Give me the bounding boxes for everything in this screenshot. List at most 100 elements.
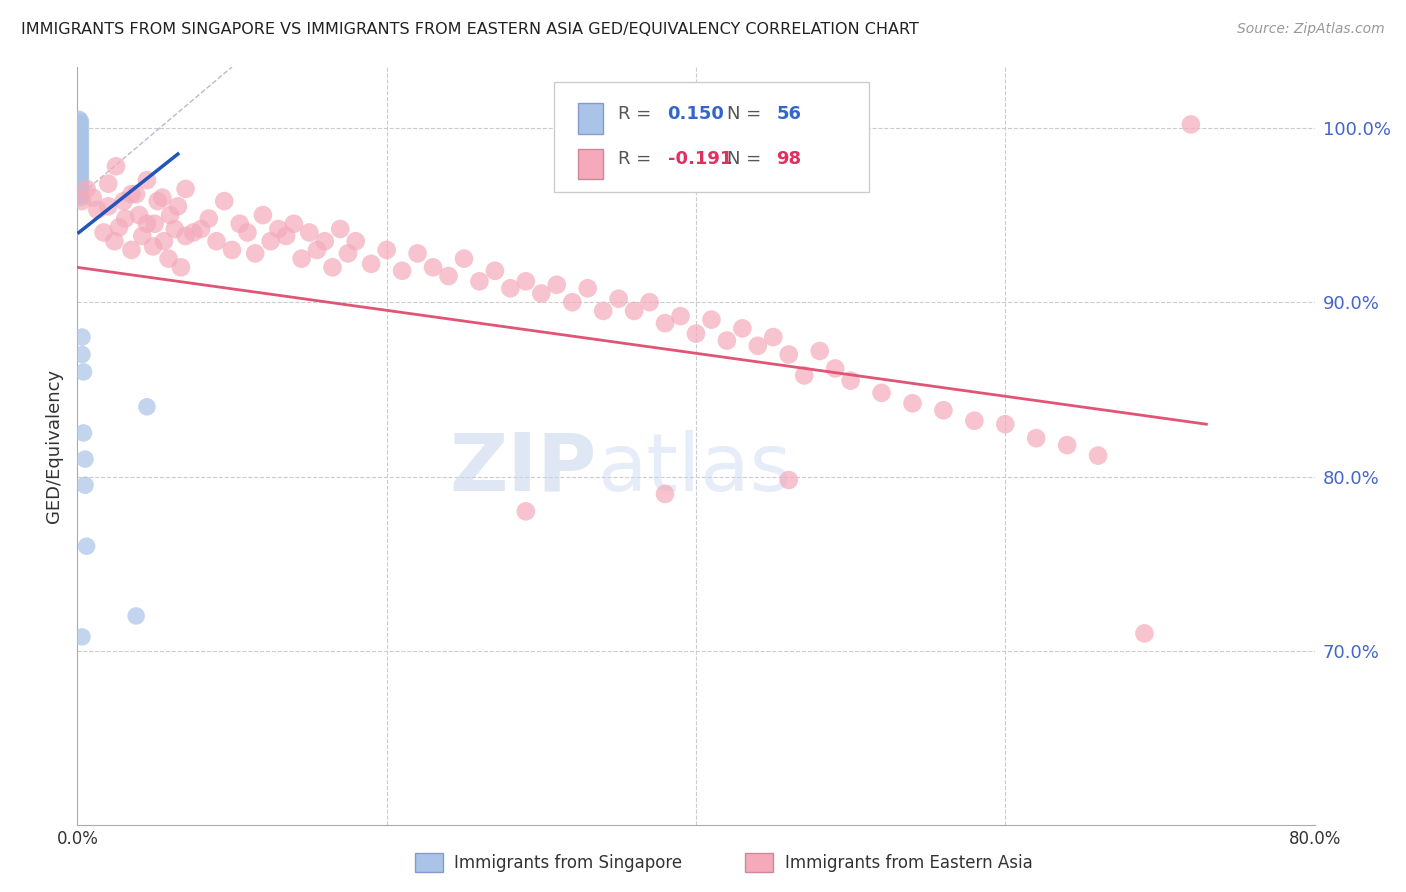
Point	[747, 339, 769, 353]
Point	[67, 112, 90, 127]
Point	[994, 417, 1017, 432]
Point	[283, 217, 305, 231]
Text: ZIP: ZIP	[450, 430, 598, 508]
Point	[291, 252, 314, 266]
Text: R =: R =	[619, 151, 651, 169]
Point	[307, 243, 329, 257]
Point	[69, 149, 91, 163]
Point	[778, 347, 800, 361]
Point	[669, 309, 692, 323]
Point	[375, 243, 398, 257]
Point	[437, 268, 460, 283]
Point	[67, 168, 90, 182]
Point	[69, 173, 91, 187]
Point	[174, 182, 197, 196]
Point	[322, 260, 344, 275]
Point	[76, 539, 98, 553]
Point	[75, 452, 96, 467]
Point	[121, 187, 143, 202]
Point	[484, 264, 506, 278]
Point	[70, 347, 93, 361]
FancyBboxPatch shape	[578, 103, 603, 134]
Text: atlas: atlas	[598, 430, 792, 508]
Point	[824, 361, 846, 376]
Point	[75, 478, 96, 492]
Point	[344, 234, 367, 248]
Point	[69, 142, 91, 156]
Point	[329, 222, 352, 236]
Point	[67, 144, 90, 158]
Text: Immigrants from Eastern Asia: Immigrants from Eastern Asia	[785, 854, 1032, 871]
Point	[561, 295, 583, 310]
Point	[298, 226, 321, 240]
Point	[205, 234, 228, 248]
Point	[67, 147, 90, 161]
Point	[121, 243, 143, 257]
Point	[136, 217, 159, 231]
Point	[839, 374, 862, 388]
Point	[70, 194, 93, 208]
Point	[174, 229, 197, 244]
Point	[69, 177, 91, 191]
Point	[1056, 438, 1078, 452]
Point	[67, 129, 90, 144]
Point	[153, 234, 176, 248]
Point	[86, 202, 108, 217]
Point	[221, 243, 243, 257]
Point	[136, 400, 159, 414]
Text: Source: ZipAtlas.com: Source: ZipAtlas.com	[1237, 22, 1385, 37]
Text: IMMIGRANTS FROM SINGAPORE VS IMMIGRANTS FROM EASTERN ASIA GED/EQUIVALENCY CORREL: IMMIGRANTS FROM SINGAPORE VS IMMIGRANTS …	[21, 22, 920, 37]
Point	[607, 292, 630, 306]
Point	[67, 171, 90, 186]
Point	[69, 153, 91, 167]
Point	[67, 161, 90, 175]
Point	[252, 208, 274, 222]
Point	[69, 187, 91, 202]
FancyBboxPatch shape	[554, 82, 869, 192]
Text: 0.150: 0.150	[668, 105, 724, 123]
Point	[69, 184, 91, 198]
Point	[69, 145, 91, 160]
Point	[67, 178, 90, 193]
Y-axis label: GED/Equivalency: GED/Equivalency	[45, 369, 63, 523]
Point	[654, 487, 676, 501]
Point	[157, 252, 180, 266]
Point	[69, 180, 91, 194]
Point	[623, 304, 645, 318]
Point	[360, 257, 382, 271]
Point	[114, 211, 136, 226]
Point	[170, 260, 193, 275]
Point	[72, 425, 94, 440]
Point	[69, 120, 91, 135]
Point	[105, 159, 127, 173]
Point	[69, 124, 91, 138]
Point	[69, 155, 91, 169]
Point	[69, 131, 91, 145]
Point	[700, 312, 723, 326]
Point	[1025, 431, 1047, 445]
Point	[793, 368, 815, 383]
Point	[901, 396, 924, 410]
Point	[67, 116, 90, 130]
Point	[67, 119, 90, 133]
Point	[69, 191, 91, 205]
Point	[453, 252, 475, 266]
Point	[716, 334, 738, 348]
Point	[183, 226, 205, 240]
Point	[245, 246, 267, 260]
Point	[260, 234, 283, 248]
Point	[72, 365, 94, 379]
Point	[159, 208, 181, 222]
Point	[103, 234, 125, 248]
Point	[391, 264, 413, 278]
Text: 56: 56	[776, 105, 801, 123]
Point	[190, 222, 212, 236]
Point	[97, 199, 120, 213]
Point	[576, 281, 599, 295]
FancyBboxPatch shape	[578, 149, 603, 179]
Point	[67, 175, 90, 189]
Point	[69, 128, 91, 142]
Point	[69, 114, 91, 128]
Point	[97, 177, 120, 191]
Text: N =: N =	[727, 151, 761, 169]
